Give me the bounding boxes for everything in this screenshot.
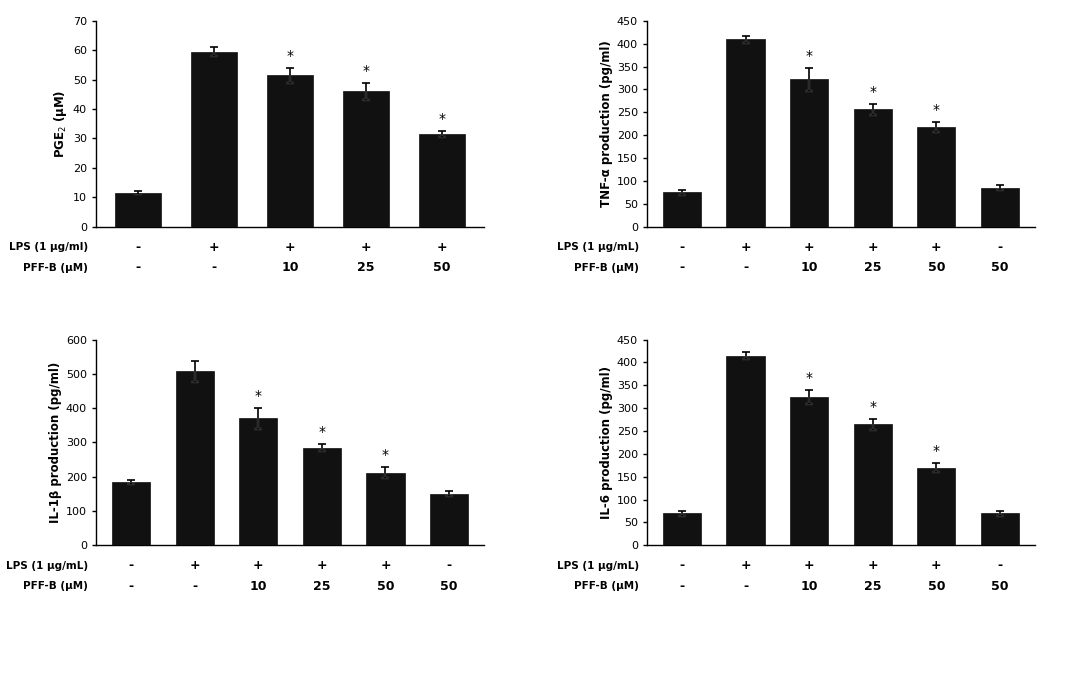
Text: +: + — [867, 559, 878, 572]
Text: 10: 10 — [800, 261, 818, 274]
Y-axis label: PGE$_2$ (μM): PGE$_2$ (μM) — [51, 89, 68, 158]
Bar — [112, 482, 150, 545]
Text: -: - — [680, 580, 685, 593]
Bar — [981, 513, 1019, 545]
Text: 25: 25 — [357, 261, 375, 274]
Text: -: - — [446, 559, 451, 572]
Bar — [191, 52, 237, 226]
Text: +: + — [867, 240, 878, 254]
Text: -: - — [743, 580, 748, 593]
Bar — [918, 127, 955, 226]
Text: PFF-B (μM): PFF-B (μM) — [574, 582, 639, 591]
Text: LPS (1 μg/mL): LPS (1 μg/mL) — [557, 242, 639, 252]
Text: -: - — [998, 559, 1003, 572]
Text: 50: 50 — [927, 580, 945, 593]
Bar — [344, 92, 389, 226]
Text: -: - — [680, 261, 685, 274]
Bar — [790, 397, 828, 545]
Bar — [430, 493, 468, 545]
Text: 50: 50 — [377, 580, 394, 593]
Text: +: + — [285, 240, 296, 254]
Y-axis label: IL-1β production (pg/ml): IL-1β production (pg/ml) — [49, 362, 62, 523]
Text: +: + — [253, 559, 264, 572]
Text: +: + — [740, 559, 751, 572]
Text: +: + — [436, 240, 447, 254]
Bar — [419, 134, 465, 226]
Bar — [239, 419, 277, 545]
Text: 50: 50 — [991, 261, 1008, 274]
Text: LPS (1 μg/mL): LPS (1 μg/mL) — [557, 561, 639, 571]
Text: 10: 10 — [800, 580, 818, 593]
Text: +: + — [317, 559, 328, 572]
Bar — [176, 371, 213, 545]
Text: *: * — [806, 370, 813, 384]
Text: -: - — [680, 559, 685, 572]
Text: 50: 50 — [433, 261, 451, 274]
Text: +: + — [361, 240, 371, 254]
Text: 50: 50 — [927, 261, 945, 274]
Text: -: - — [128, 559, 133, 572]
Text: *: * — [255, 389, 261, 403]
Text: 50: 50 — [991, 580, 1008, 593]
Text: 50: 50 — [441, 580, 458, 593]
Text: *: * — [870, 85, 876, 99]
Text: LPS (1 μg/mL): LPS (1 μg/mL) — [6, 561, 89, 571]
Bar — [267, 75, 313, 226]
Text: +: + — [209, 240, 219, 254]
Text: 10: 10 — [282, 261, 299, 274]
Text: -: - — [743, 261, 748, 274]
Y-axis label: TNF-α production (pg/ml): TNF-α production (pg/ml) — [600, 41, 612, 207]
Text: 25: 25 — [864, 261, 881, 274]
Text: *: * — [933, 444, 940, 458]
Text: +: + — [189, 559, 200, 572]
Text: -: - — [192, 580, 197, 593]
Text: PFF-B (μM): PFF-B (μM) — [574, 263, 639, 273]
Text: -: - — [128, 580, 133, 593]
Text: LPS (1 μg/ml): LPS (1 μg/ml) — [10, 242, 89, 252]
Text: 25: 25 — [864, 580, 881, 593]
Bar — [366, 473, 404, 545]
Text: PFF-B (μM): PFF-B (μM) — [23, 263, 89, 273]
Y-axis label: IL-6 production (pg/ml): IL-6 production (pg/ml) — [600, 366, 612, 519]
Bar — [663, 513, 701, 545]
Text: -: - — [998, 240, 1003, 254]
Bar — [303, 447, 341, 545]
Text: *: * — [806, 49, 813, 63]
Text: +: + — [380, 559, 391, 572]
Text: -: - — [211, 261, 217, 274]
Bar — [854, 109, 892, 226]
Bar — [727, 39, 765, 226]
Text: -: - — [136, 240, 141, 254]
Text: +: + — [931, 240, 942, 254]
Text: PFF-B (μM): PFF-B (μM) — [23, 582, 89, 591]
Text: +: + — [803, 240, 814, 254]
Text: -: - — [136, 261, 141, 274]
Text: *: * — [287, 49, 293, 63]
Text: *: * — [363, 64, 369, 78]
Text: *: * — [439, 112, 446, 126]
Bar — [854, 424, 892, 545]
Text: +: + — [740, 240, 751, 254]
Text: *: * — [933, 103, 940, 117]
Text: 10: 10 — [250, 580, 267, 593]
Text: *: * — [870, 400, 876, 414]
Bar — [727, 356, 765, 545]
Text: 25: 25 — [313, 580, 331, 593]
Text: *: * — [382, 448, 389, 462]
Text: +: + — [931, 559, 942, 572]
Text: -: - — [680, 240, 685, 254]
Text: *: * — [318, 425, 325, 439]
Bar — [981, 188, 1019, 226]
Bar — [918, 468, 955, 545]
Bar — [663, 192, 701, 226]
Bar — [790, 80, 828, 226]
Bar — [115, 193, 161, 226]
Text: +: + — [803, 559, 814, 572]
